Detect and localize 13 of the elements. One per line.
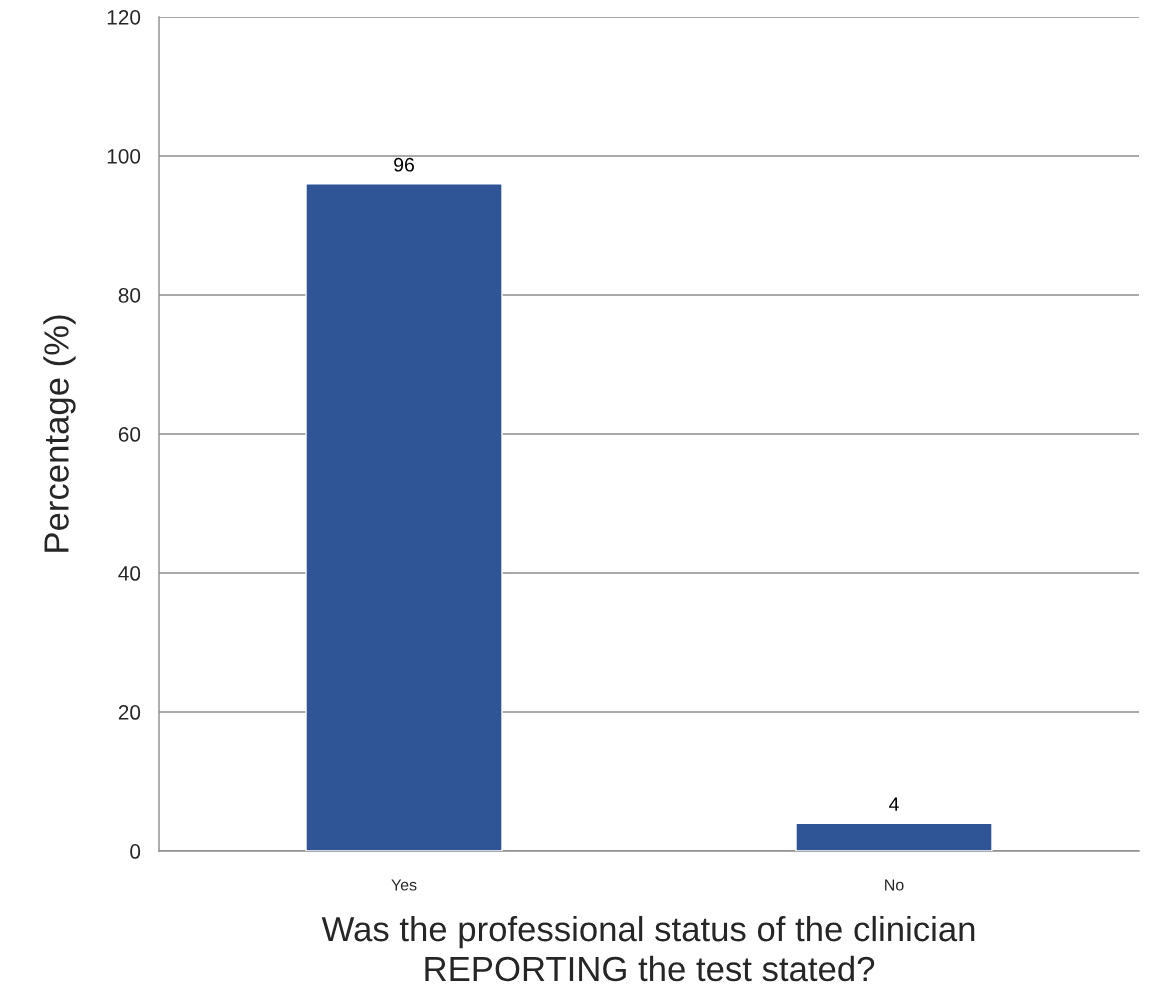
y-tick-label: 0 xyxy=(130,844,141,859)
data-label: 4 xyxy=(889,797,899,811)
y-tick-label: 40 xyxy=(118,566,141,581)
x-axis-title: Was the professional status of the clinician REPORTING the test stated? xyxy=(321,915,975,982)
x-tick-label: Yes xyxy=(391,879,417,891)
y-tick-label: 20 xyxy=(118,705,141,720)
y-tick-label: 80 xyxy=(118,288,141,303)
y-axis-title: Percentage (%) xyxy=(43,315,76,552)
y-tick-label: 100 xyxy=(107,148,141,164)
x-tick-label: No xyxy=(885,879,904,891)
y-tick-label: 60 xyxy=(118,427,141,442)
y-tick-label: 120 xyxy=(107,9,141,25)
data-label: 96 xyxy=(394,157,414,172)
